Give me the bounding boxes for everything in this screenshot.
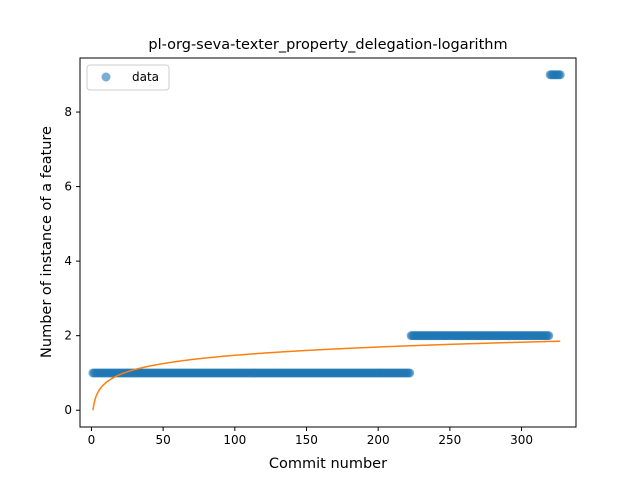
x-tick-label: 250: [438, 433, 461, 447]
legend-marker-data: [101, 72, 111, 82]
data-point: [405, 368, 415, 378]
x-tick-label: 150: [295, 433, 318, 447]
x-tick-label: 0: [88, 433, 96, 447]
x-axis: 0 50 100 150 200 250 300: [88, 427, 533, 447]
x-tick-label: 200: [367, 433, 390, 447]
data-point: [544, 331, 554, 341]
x-tick-label: 300: [510, 433, 533, 447]
y-tick-label: 4: [64, 254, 72, 268]
plot-area: [88, 70, 565, 411]
legend-box: [86, 64, 170, 91]
fit-line: [92, 340, 561, 411]
x-tick-label: 50: [156, 433, 171, 447]
y-axis-label: Number of instance of a feature: [39, 126, 55, 358]
x-axis-label: Commit number: [269, 456, 387, 472]
plot-frame: [79, 57, 577, 428]
x-tick-label: 100: [223, 433, 246, 447]
y-tick-label: 2: [64, 329, 72, 343]
legend: data: [86, 64, 170, 91]
y-tick-label: 6: [64, 180, 72, 194]
data-point: [555, 70, 565, 80]
chart-title: pl-org-seva-texter_property_delegation-l…: [148, 37, 507, 53]
y-axis: 0 2 4 6 8: [64, 105, 80, 417]
legend-label-data: data: [132, 70, 159, 84]
y-tick-label: 0: [64, 403, 72, 417]
y-tick-label: 8: [64, 105, 72, 119]
